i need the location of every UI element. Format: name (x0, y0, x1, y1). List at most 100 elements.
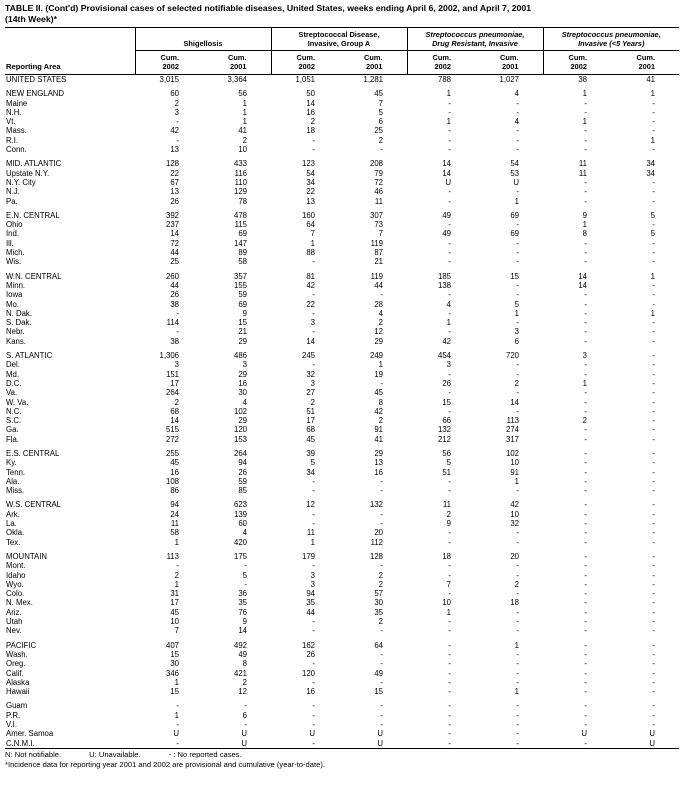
reporting-area-cell: Calif. (6, 668, 24, 678)
value-cell: - (448, 290, 451, 300)
value-cell: 2 (174, 98, 179, 108)
value-cell: - (584, 626, 587, 636)
value-cell: 260 (165, 271, 179, 281)
value-cell: 38 (170, 336, 179, 346)
value-cell: - (652, 626, 655, 636)
value-cell: - (652, 500, 655, 510)
value-cell: U (173, 729, 179, 739)
value-cell: 51 (442, 467, 451, 477)
value-cell: - (584, 570, 587, 580)
value-cell: - (584, 659, 587, 669)
reporting-area-cell: R.I. (6, 135, 19, 145)
value-cell: 15 (170, 649, 179, 659)
value-cell: - (380, 677, 383, 687)
value-cell: 32 (510, 519, 519, 529)
value-cell: - (584, 318, 587, 328)
value-cell: - (584, 617, 587, 627)
value-cell: 81 (306, 271, 315, 281)
value-cell: - (652, 299, 655, 309)
table-row: Md. 151 29 32 19 - - - - (5, 370, 679, 379)
value-cell: 18 (306, 126, 315, 136)
legend-not-notifiable: N: Not notifiable. (5, 749, 62, 759)
value-cell: - (652, 196, 655, 206)
value-cell: 2 (310, 117, 315, 127)
value-cell: 42 (442, 336, 451, 346)
value-cell: - (312, 659, 315, 669)
value-cell: - (652, 668, 655, 678)
value-cell: - (652, 476, 655, 486)
value-cell: 26 (442, 378, 451, 388)
reporting-area-cell: N.J. (6, 187, 20, 197)
value-cell: 116 (234, 168, 247, 178)
reporting-area-cell: Oreg. (6, 659, 26, 669)
value-cell: - (448, 135, 451, 145)
value-cell: - (448, 738, 451, 748)
value-cell: 39 (306, 448, 315, 458)
value-cell: - (312, 257, 315, 267)
value-cell: - (312, 561, 315, 571)
value-cell: 15 (510, 271, 519, 281)
table-row: C.N.M.I. - U - U - - - U (5, 739, 679, 749)
value-cell: 32 (306, 369, 315, 379)
value-cell: - (448, 589, 451, 599)
table-title-line1: TABLE II. (Cont'd) Provisional cases of … (5, 3, 532, 13)
value-cell: 7 (378, 229, 383, 239)
value-cell: - (176, 720, 179, 729)
value-cell: - (584, 509, 587, 519)
value-cell: 14 (238, 626, 247, 636)
reporting-area-cell: Ala. (6, 476, 20, 486)
value-cell: 3 (446, 360, 451, 370)
value-cell: - (380, 710, 383, 720)
value-cell: 3 (310, 570, 315, 580)
value-cell: - (584, 187, 587, 197)
value-cell: 478 (233, 210, 247, 220)
reporting-area-cell: Ark. (6, 509, 20, 519)
value-cell: 73 (374, 220, 383, 230)
value-cell: 36 (238, 589, 247, 599)
value-cell: - (652, 406, 655, 416)
reporting-area-cell: Amer. Samoa (6, 729, 54, 739)
value-cell: 45 (170, 458, 179, 468)
value-cell: 120 (301, 668, 315, 678)
value-cell: U (377, 729, 383, 739)
legend-line: N: Not notifiable. U: Unavailable. - : No … (5, 750, 679, 760)
value-cell: 18 (510, 598, 519, 608)
value-cell: - (312, 519, 315, 529)
value-cell: 3 (242, 360, 247, 370)
value-cell: - (652, 351, 655, 361)
value-cell: 17 (306, 416, 315, 426)
value-cell: - (652, 561, 655, 571)
reporting-area-cell: W.N. CENTRAL (6, 271, 62, 281)
footnotes: N: Not notifiable. U: Unavailable. - : No … (5, 750, 679, 770)
col-group-pneumoniae-drug-resistant: Streptococcus pneumoniae, Drug Resistant… (406, 27, 543, 51)
value-cell: 1,281 (363, 75, 383, 84)
value-cell: 30 (238, 388, 247, 398)
value-cell: 14 (442, 159, 451, 169)
value-cell: 3,015 (159, 75, 179, 84)
table-row: R.I. - 2 - 2 - - - 1 (5, 136, 679, 145)
col-header: Cum. 2001 (611, 50, 679, 75)
table-row: Ariz. 45 76 44 35 1 - - - (5, 608, 679, 617)
value-cell: 5 (446, 458, 451, 468)
value-cell: 1,306 (159, 351, 179, 361)
value-cell: 8 (582, 229, 587, 239)
value-cell: - (448, 710, 451, 720)
value-cell: 45 (374, 89, 383, 99)
value-cell: - (516, 290, 519, 300)
value-cell: 20 (510, 551, 519, 561)
value-cell: - (584, 107, 587, 117)
subheader-row: Cum. 2002 Cum. 2001 Cum. 2002 Cum. 2001 Cum. 2002… (5, 50, 679, 75)
value-cell: 34 (646, 168, 655, 178)
value-cell: 59 (238, 476, 247, 486)
value-cell: 2 (378, 579, 383, 589)
value-cell: 3 (582, 351, 587, 361)
value-cell: 22 (170, 168, 179, 178)
value-cell: - (584, 369, 587, 379)
value-cell: - (380, 509, 383, 519)
table-row: Wyo. 1 - 3 2 7 2 - - (5, 580, 679, 589)
value-cell: - (652, 117, 655, 127)
value-cell: 128 (369, 551, 383, 561)
value-cell: 11 (374, 196, 383, 206)
value-cell: - (584, 238, 587, 248)
value-cell: 128 (165, 159, 179, 169)
